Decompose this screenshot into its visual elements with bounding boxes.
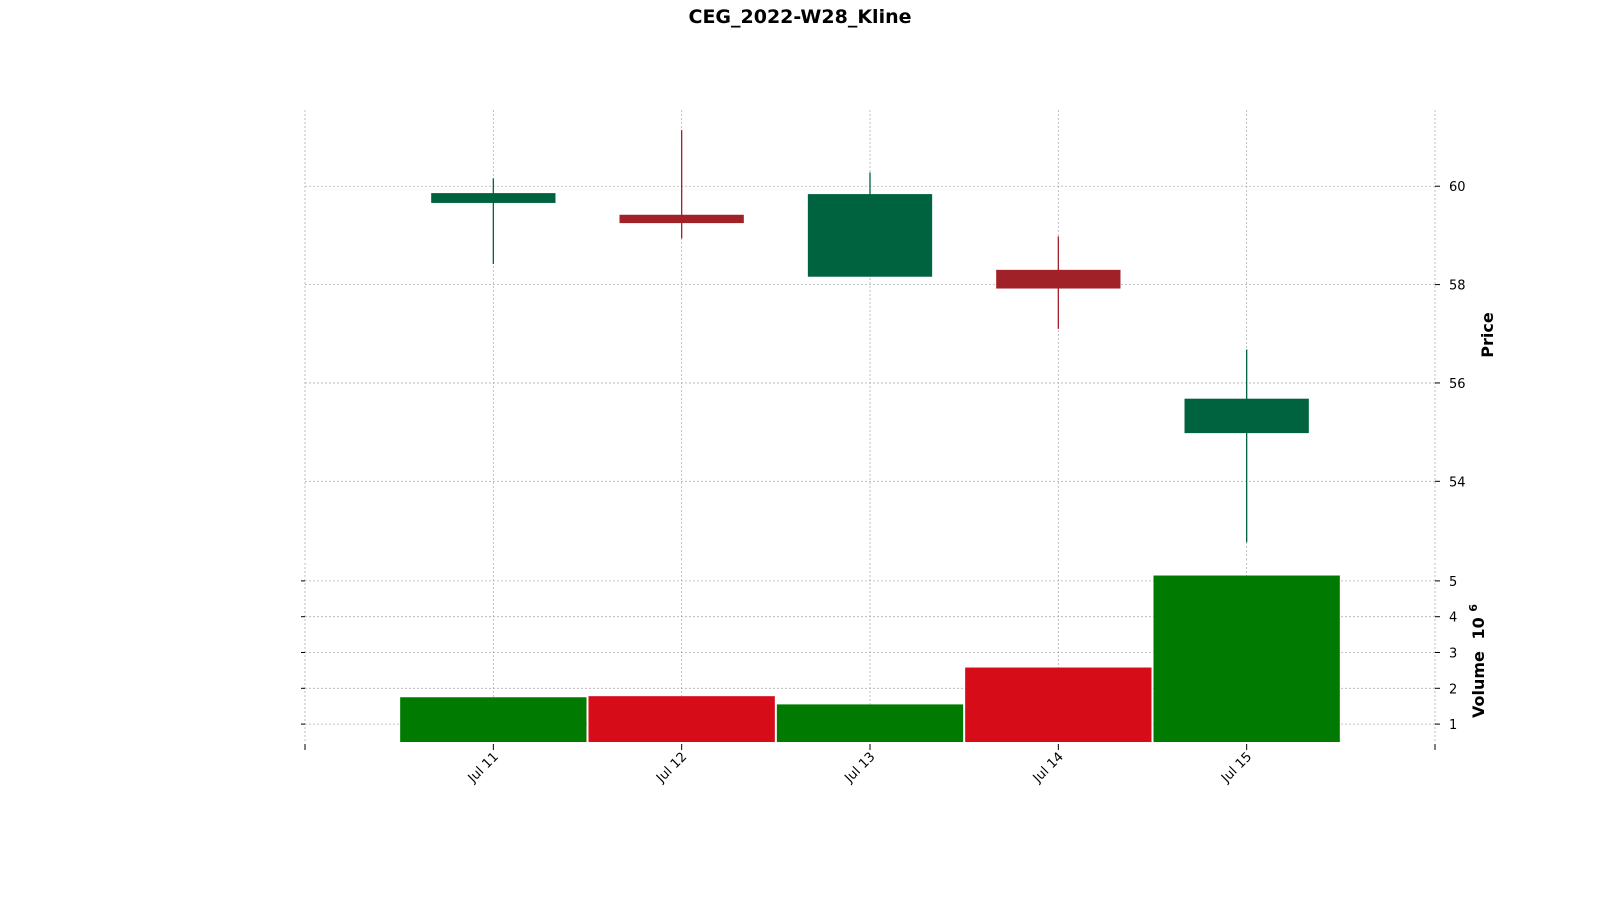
candle-body bbox=[807, 194, 933, 277]
price-tick-label: 56 bbox=[1449, 377, 1466, 392]
volume-bar bbox=[1153, 575, 1340, 742]
volume-tick-label: 4 bbox=[1449, 611, 1457, 626]
price-panel bbox=[431, 130, 1309, 543]
price-tick-label: 60 bbox=[1449, 180, 1466, 195]
candle-body bbox=[1184, 398, 1309, 434]
price-tick-label: 54 bbox=[1449, 475, 1466, 490]
volume-bar bbox=[400, 697, 587, 742]
volume-tick-label: 2 bbox=[1449, 682, 1457, 697]
volume-bar bbox=[776, 704, 964, 742]
candle-body bbox=[619, 214, 744, 224]
volume-multiplier-base: 10 bbox=[1469, 617, 1488, 639]
candle-body bbox=[431, 193, 556, 203]
volume-tick-label: 5 bbox=[1449, 575, 1457, 590]
volume-label-text: Volume bbox=[1469, 651, 1488, 718]
candle-body bbox=[996, 269, 1121, 289]
price-tick-label: 58 bbox=[1449, 279, 1466, 294]
volume-bar bbox=[965, 667, 1152, 742]
x-tick-label: Jul 13 bbox=[841, 750, 878, 787]
x-tick-label: Jul 15 bbox=[1218, 750, 1255, 787]
volume-panel bbox=[400, 575, 1340, 742]
x-tick-label: Jul 14 bbox=[1030, 750, 1067, 787]
volume-tick-label: 1 bbox=[1449, 718, 1457, 733]
volume-multiplier-exp: 6 bbox=[1467, 604, 1480, 612]
x-tick-label: Jul 11 bbox=[465, 750, 502, 787]
volume-axis-label: Volume 10 6 bbox=[1467, 604, 1488, 718]
price-axis-label: Price bbox=[1478, 312, 1497, 358]
volume-bar bbox=[588, 696, 775, 742]
x-tick-label: Jul 12 bbox=[653, 750, 690, 787]
chart-title: CEG_2022-W28_Kline bbox=[689, 6, 912, 28]
volume-tick-label: 3 bbox=[1449, 647, 1457, 662]
